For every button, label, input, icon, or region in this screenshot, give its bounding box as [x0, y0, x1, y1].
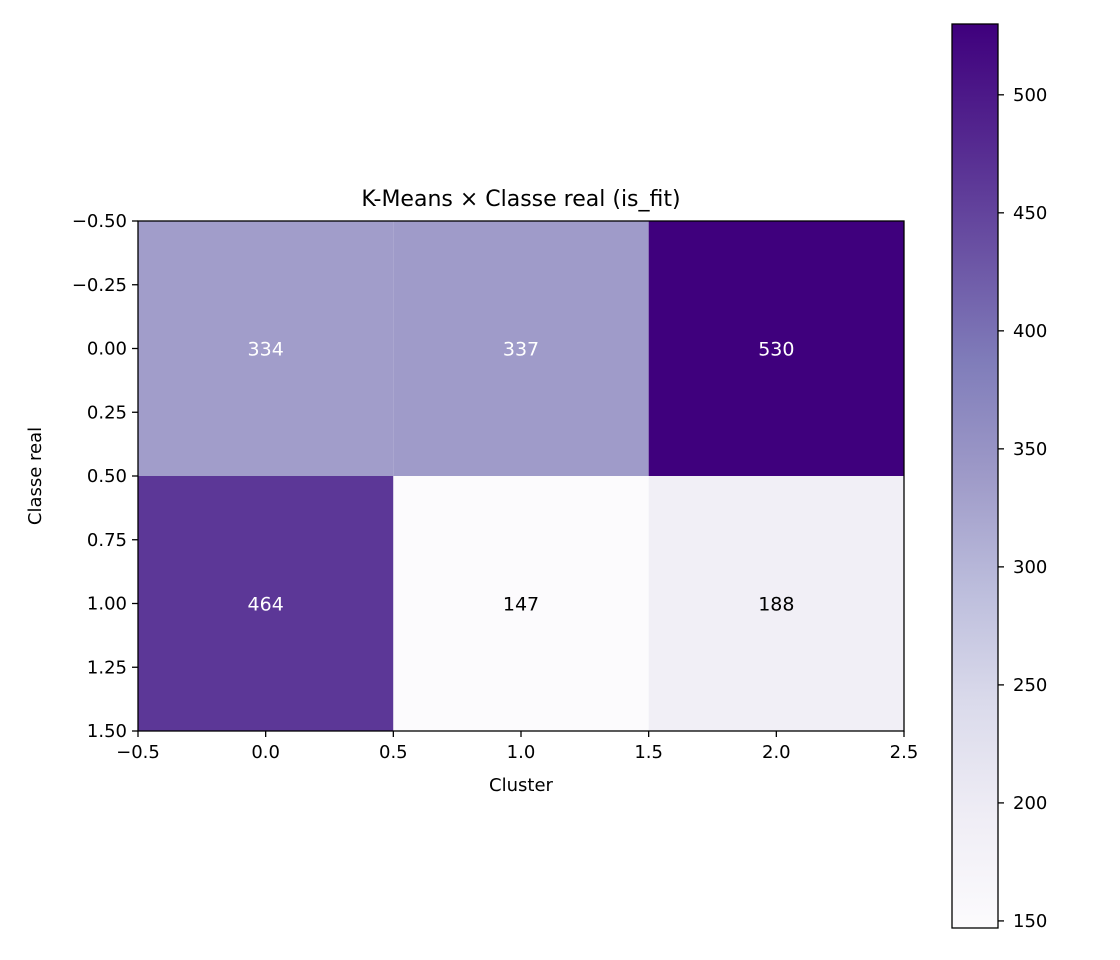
- colorbar-tick-label: 150: [1013, 911, 1047, 932]
- x-tick-label: 2.0: [762, 742, 791, 763]
- cell-value-label: 337: [503, 339, 539, 361]
- cell-value-labels: 334 337 530 464 147 188: [248, 339, 795, 616]
- heatmap-cell: [393, 476, 649, 731]
- colorbar-ticks: 150 200 250 300 350 400 450 500: [998, 85, 1047, 932]
- y-tick-label: 0.50: [87, 466, 127, 487]
- heatmap-cell: [138, 221, 394, 476]
- heatmap-cell: [138, 476, 394, 731]
- colorbar-tick-label: 450: [1013, 203, 1047, 224]
- y-tick-label: 0.75: [87, 530, 127, 551]
- colorbar-tick-label: 250: [1013, 675, 1047, 696]
- y-axis-ticks: −0.50 −0.25 0.00 0.25 0.50 0.75 1.00 1.25 1.50: [72, 211, 138, 742]
- cell-value-label: 188: [758, 594, 794, 616]
- heatmap-cell: [393, 221, 649, 476]
- heatmap-cell: [648, 476, 904, 731]
- colorbar-tick-label: 200: [1013, 793, 1047, 814]
- x-tick-label: 1.0: [507, 742, 536, 763]
- y-tick-label: −0.25: [72, 275, 127, 296]
- x-tick-label: 1.5: [634, 742, 663, 763]
- y-tick-label: 0.00: [87, 339, 127, 360]
- x-tick-label: 0.0: [251, 742, 280, 763]
- cell-value-label: 464: [248, 594, 284, 616]
- colorbar-tick-label: 350: [1013, 439, 1047, 460]
- y-tick-label: 0.25: [87, 402, 127, 423]
- colorbar-tick-label: 300: [1013, 557, 1047, 578]
- y-tick-label: 1.50: [87, 721, 127, 742]
- cell-value-label: 530: [758, 339, 794, 361]
- x-tick-label: 0.5: [379, 742, 408, 763]
- y-tick-label: 1.00: [87, 594, 127, 615]
- x-tick-label: −0.5: [116, 742, 160, 763]
- x-tick-label: 2.5: [890, 742, 919, 763]
- colorbar: [951, 23, 999, 929]
- x-axis-ticks: −0.5 0.0 0.5 1.0 1.5 2.0 2.5: [116, 731, 918, 763]
- colorbar-tick-label: 400: [1013, 321, 1047, 342]
- colorbar-tick-label: 500: [1013, 85, 1047, 106]
- x-axis-label: Cluster: [489, 775, 553, 796]
- heatmap-cell: [648, 221, 904, 476]
- heatmap-cells: [138, 221, 904, 731]
- cell-value-label: 334: [248, 339, 284, 361]
- chart-title: K-Means × Classe real (is_fit): [361, 187, 680, 212]
- y-tick-label: −0.50: [72, 211, 127, 232]
- cell-value-label: 147: [503, 594, 539, 616]
- y-tick-label: 1.25: [87, 657, 127, 678]
- y-axis-label: Classe real: [25, 427, 46, 525]
